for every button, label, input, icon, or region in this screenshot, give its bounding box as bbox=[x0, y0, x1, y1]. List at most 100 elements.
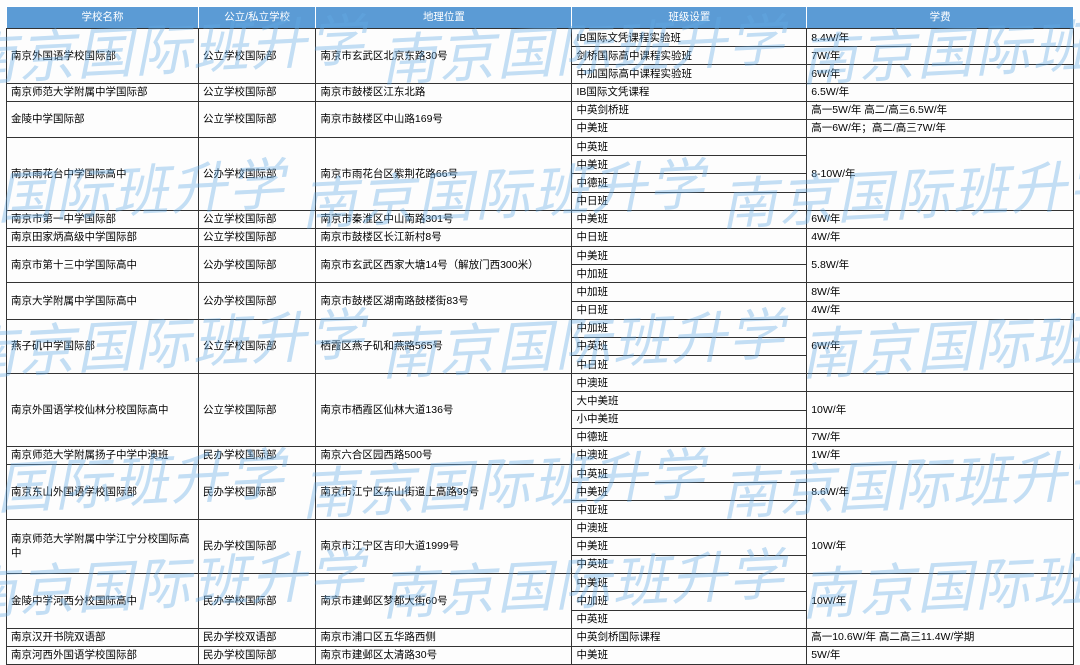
col-fee: 学费 bbox=[807, 7, 1074, 29]
cell-type: 民办学校国际部 bbox=[199, 465, 316, 520]
cell-fee: 4W/年 bbox=[807, 228, 1074, 246]
cell-fee: 7W/年 bbox=[807, 47, 1074, 65]
cell-class: IB国际文凭课程 bbox=[572, 83, 807, 101]
cell-type: 公办学校国际部 bbox=[199, 138, 316, 211]
cell-class: 中美班 bbox=[572, 537, 807, 555]
table-row: 南京师范大学附属扬子中学中澳班民办学校国际部南京六合区园西路500号中澳班1W/… bbox=[7, 446, 1074, 464]
table-row: 南京雨花台中学国际高中公办学校国际部南京市雨花台区紫荆花路66号中英班8-10W… bbox=[7, 138, 1074, 156]
cell-class: 中澳班 bbox=[572, 519, 807, 537]
cell-fee: 4W/年 bbox=[807, 301, 1074, 319]
col-type: 公立/私立学校 bbox=[199, 7, 316, 29]
cell-type: 公立学校国际部 bbox=[199, 374, 316, 447]
table-header-row: 学校名称 公立/私立学校 地理位置 班级设置 学费 bbox=[7, 7, 1074, 29]
table-row: 南京市第十三中学国际高中公办学校国际部南京市玄武区西家大塘14号（解放门西300… bbox=[7, 247, 1074, 265]
cell-type: 民办学校双语部 bbox=[199, 628, 316, 646]
cell-class: 中英剑桥国际课程 bbox=[572, 628, 807, 646]
cell-school: 南京市第一中学国际部 bbox=[7, 210, 199, 228]
cell-class: 中加班 bbox=[572, 319, 807, 337]
cell-type: 公立学校国际部 bbox=[199, 228, 316, 246]
table-row: 南京外国语学校国际部公立学校国际部南京市玄武区北京东路30号IB国际文凭课程实验… bbox=[7, 29, 1074, 47]
cell-school: 南京外国语学校仙林分校国际高中 bbox=[7, 374, 199, 447]
cell-type: 民办学校国际部 bbox=[199, 519, 316, 574]
cell-school: 南京田家炳高级中学国际部 bbox=[7, 228, 199, 246]
cell-fee: 高一6W/年；高二/高三7W/年 bbox=[807, 119, 1074, 137]
cell-location: 南京市建邺区梦都大街60号 bbox=[316, 574, 572, 629]
cell-school: 南京师范大学附属扬子中学中澳班 bbox=[7, 446, 199, 464]
cell-class: 中英班 bbox=[572, 337, 807, 355]
cell-class: 中德班 bbox=[572, 428, 807, 446]
cell-school: 南京外国语学校国际部 bbox=[7, 29, 199, 84]
cell-class: 中加班 bbox=[572, 283, 807, 301]
cell-fee: 10W/年 bbox=[807, 574, 1074, 629]
table-row: 南京师范大学附属中学江宁分校国际高中民办学校国际部南京市江宁区吉印大道1999号… bbox=[7, 519, 1074, 537]
table-row: 南京田家炳高级中学国际部公立学校国际部南京市鼓楼区长江新村8号中日班4W/年 bbox=[7, 228, 1074, 246]
cell-school: 金陵中学河西分校国际高中 bbox=[7, 574, 199, 629]
cell-location: 栖霞区燕子矶和燕路565号 bbox=[316, 319, 572, 374]
cell-class: 中澳班 bbox=[572, 446, 807, 464]
cell-class: 中美班 bbox=[572, 247, 807, 265]
cell-type: 公立学校国际部 bbox=[199, 83, 316, 101]
table-row: 南京汉开书院双语部民办学校双语部南京市浦口区五华路西侧中英剑桥国际课程高一10.… bbox=[7, 628, 1074, 646]
cell-class: 中美班 bbox=[572, 210, 807, 228]
cell-school: 金陵中学国际部 bbox=[7, 101, 199, 137]
cell-fee: 8-10W/年 bbox=[807, 138, 1074, 211]
cell-location: 南京市栖霞区仙林大道136号 bbox=[316, 374, 572, 447]
cell-fee: 高一5W/年 高二/高三6.5W/年 bbox=[807, 101, 1074, 119]
cell-fee: 6W/年 bbox=[807, 65, 1074, 83]
table-row: 南京外国语学校仙林分校国际高中公立学校国际部南京市栖霞区仙林大道136号中澳班 bbox=[7, 374, 1074, 392]
table-row: 燕子矶中学国际部公立学校国际部栖霞区燕子矶和燕路565号中加班6W/年 bbox=[7, 319, 1074, 337]
cell-class: 中英班 bbox=[572, 465, 807, 483]
cell-school: 燕子矶中学国际部 bbox=[7, 319, 199, 374]
cell-fee: 6W/年 bbox=[807, 210, 1074, 228]
cell-location: 南京市鼓楼区中山路169号 bbox=[316, 101, 572, 137]
cell-fee: 10W/年 bbox=[807, 392, 1074, 428]
cell-school: 南京师范大学附属中学江宁分校国际高中 bbox=[7, 519, 199, 574]
cell-fee: 6W/年 bbox=[807, 319, 1074, 374]
cell-location: 南京市雨花台区紫荆花路66号 bbox=[316, 138, 572, 211]
cell-class: 中日班 bbox=[572, 301, 807, 319]
col-school: 学校名称 bbox=[7, 7, 199, 29]
cell-school: 南京东山外国语学校国际部 bbox=[7, 465, 199, 520]
cell-location: 南京市鼓楼区江东北路 bbox=[316, 83, 572, 101]
cell-school: 南京雨花台中学国际高中 bbox=[7, 138, 199, 211]
cell-class: 中加国际高中课程实验班 bbox=[572, 65, 807, 83]
cell-fee bbox=[807, 374, 1074, 392]
cell-class: 中加班 bbox=[572, 592, 807, 610]
cell-location: 南京市江宁区东山街道上高路99号 bbox=[316, 465, 572, 520]
cell-type: 公立学校国际部 bbox=[199, 101, 316, 137]
cell-class: 剑桥国际高中课程实验班 bbox=[572, 47, 807, 65]
table-row: 南京东山外国语学校国际部民办学校国际部南京市江宁区东山街道上高路99号中英班8.… bbox=[7, 465, 1074, 483]
cell-school: 南京河西外国语学校国际部 bbox=[7, 646, 199, 664]
cell-class: 中加班 bbox=[572, 265, 807, 283]
cell-school: 南京师范大学附属中学国际部 bbox=[7, 83, 199, 101]
cell-type: 公办学校国际部 bbox=[199, 283, 316, 319]
cell-location: 南京市浦口区五华路西侧 bbox=[316, 628, 572, 646]
cell-fee: 6.5W/年 bbox=[807, 83, 1074, 101]
col-class: 班级设置 bbox=[572, 7, 807, 29]
cell-class: 中日班 bbox=[572, 228, 807, 246]
cell-class: 中英剑桥班 bbox=[572, 101, 807, 119]
cell-type: 公立学校国际部 bbox=[199, 210, 316, 228]
cell-class: 小中美班 bbox=[572, 410, 807, 428]
cell-type: 民办学校国际部 bbox=[199, 574, 316, 629]
cell-class: 大中美班 bbox=[572, 392, 807, 410]
cell-school: 南京大学附属中学国际高中 bbox=[7, 283, 199, 319]
cell-location: 南京市玄武区北京东路30号 bbox=[316, 29, 572, 84]
school-table: 学校名称 公立/私立学校 地理位置 班级设置 学费 南京外国语学校国际部公立学校… bbox=[6, 6, 1074, 665]
cell-fee: 8.6W/年 bbox=[807, 465, 1074, 520]
cell-location: 南京市建邺区太清路30号 bbox=[316, 646, 572, 664]
table-row: 南京师范大学附属中学国际部公立学校国际部南京市鼓楼区江东北路IB国际文凭课程6.… bbox=[7, 83, 1074, 101]
cell-class: 中日班 bbox=[572, 192, 807, 210]
cell-class: 中亚班 bbox=[572, 501, 807, 519]
cell-class: 中德班 bbox=[572, 174, 807, 192]
table-row: 金陵中学河西分校国际高中民办学校国际部南京市建邺区梦都大街60号中美班10W/年 bbox=[7, 574, 1074, 592]
cell-location: 南京市鼓楼区长江新村8号 bbox=[316, 228, 572, 246]
cell-fee: 8.4W/年 bbox=[807, 29, 1074, 47]
cell-class: 中澳班 bbox=[572, 374, 807, 392]
cell-class: 中美班 bbox=[572, 646, 807, 664]
table-row: 南京大学附属中学国际高中公办学校国际部南京市鼓楼区湖南路鼓楼街83号中加班8W/… bbox=[7, 283, 1074, 301]
cell-location: 南京市鼓楼区湖南路鼓楼街83号 bbox=[316, 283, 572, 319]
table-row: 金陵中学国际部公立学校国际部南京市鼓楼区中山路169号中英剑桥班高一5W/年 高… bbox=[7, 101, 1074, 119]
cell-location: 南京市江宁区吉印大道1999号 bbox=[316, 519, 572, 574]
cell-class: 中日班 bbox=[572, 356, 807, 374]
